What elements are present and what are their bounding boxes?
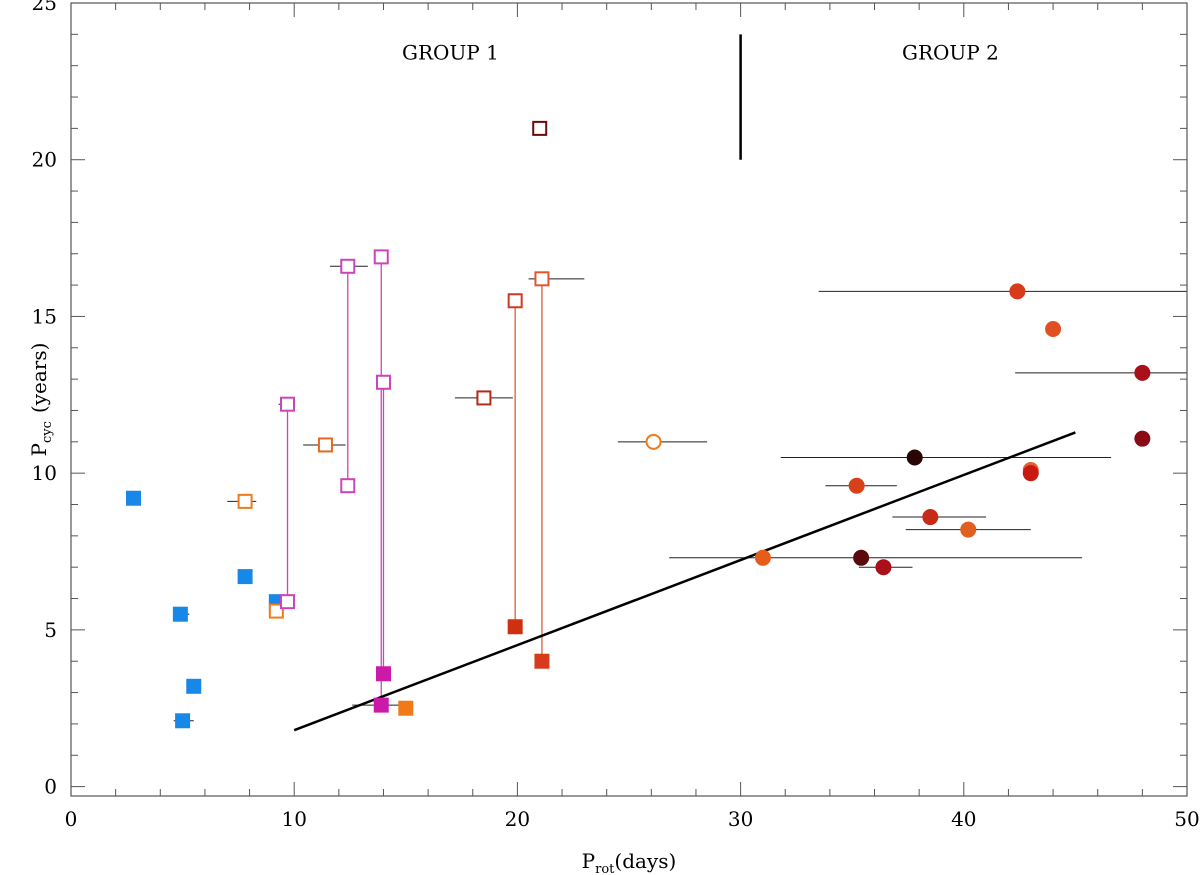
data-point-square-filled [186, 678, 202, 694]
data-point-square-open [280, 396, 296, 412]
y-axis-label-sub: cyc [40, 421, 55, 443]
data-point-square-open [340, 258, 356, 274]
group1-label: GROUP 1 [402, 40, 499, 64]
data-point-square-open [317, 437, 333, 453]
data-point-square-open [268, 603, 284, 619]
fit-line-group [293, 431, 1076, 732]
fit-line [293, 431, 1076, 732]
data-point-square-open [476, 390, 492, 406]
y-axis-label-unit: (years) [27, 343, 51, 414]
data-point-square-open [280, 594, 296, 610]
data-point-square-filled [237, 569, 253, 585]
data-point-circle-filled [1134, 430, 1151, 447]
data-point-circle-filled [906, 449, 923, 466]
x-axis-label-main: P [582, 849, 595, 873]
x-tick-label: 0 [65, 807, 78, 831]
axis-labels: Prot(days) Pcyc (years) [27, 343, 676, 875]
data-point-square-open [340, 478, 356, 494]
y-tick-label: 10 [32, 461, 57, 485]
data-point-square-filled [175, 713, 191, 729]
plot-frame [70, 2, 1188, 797]
x-axis-label-unit: (days) [614, 849, 676, 873]
connector-lines [286, 256, 543, 706]
y-axis-label: Pcyc (years) [27, 343, 55, 457]
data-point-circle-filled [754, 549, 771, 566]
x-tick-label: 50 [1174, 807, 1199, 831]
data-point-square-open [534, 271, 550, 287]
data-point-square-open [507, 293, 523, 309]
data-point-square-open [532, 120, 548, 136]
data-point-circle-filled [1045, 320, 1062, 337]
group2-label: GROUP 2 [902, 40, 999, 64]
data-point-square-filled [125, 490, 141, 506]
data-points [125, 120, 1151, 729]
x-tick-label: 30 [728, 807, 753, 831]
data-point-circle-filled [960, 521, 977, 538]
data-point-circle-open [645, 433, 662, 450]
axis-ticks: 0 10 20 30 40 50 0 5 10 15 20 25 [32, 0, 1200, 831]
data-point-circle-filled [848, 477, 865, 494]
data-point-square-open [375, 374, 391, 390]
data-point-square-open [237, 493, 253, 509]
x-axis-label-sub: rot [595, 862, 615, 875]
data-point-square-filled [373, 697, 389, 713]
annotations: GROUP 1 GROUP 2 [402, 34, 999, 160]
data-point-square-filled [172, 606, 188, 622]
data-point-circle-filled [922, 509, 939, 526]
data-point-circle-filled [1009, 283, 1026, 300]
y-axis-label-main: P [27, 443, 51, 456]
x-tick-label: 10 [281, 807, 306, 831]
x-tick-label: 40 [951, 807, 976, 831]
data-point-circle-filled [853, 549, 870, 566]
data-point-square-filled [534, 653, 550, 669]
y-tick-label: 5 [44, 618, 57, 642]
data-point-circle-filled [1022, 465, 1039, 482]
y-tick-label: 15 [32, 304, 57, 328]
data-point-circle-filled [1134, 364, 1151, 381]
data-point-square-open [373, 249, 389, 265]
data-point-circle-filled [875, 559, 892, 576]
y-tick-label: 20 [32, 148, 57, 172]
y-tick-label: 25 [32, 0, 57, 15]
x-tick-label: 20 [505, 807, 530, 831]
y-tick-label: 0 [44, 775, 57, 799]
data-point-square-filled [398, 700, 414, 716]
x-axis-label: Prot(days) [582, 849, 677, 875]
data-point-square-filled [507, 619, 523, 635]
data-point-square-filled [375, 666, 391, 682]
